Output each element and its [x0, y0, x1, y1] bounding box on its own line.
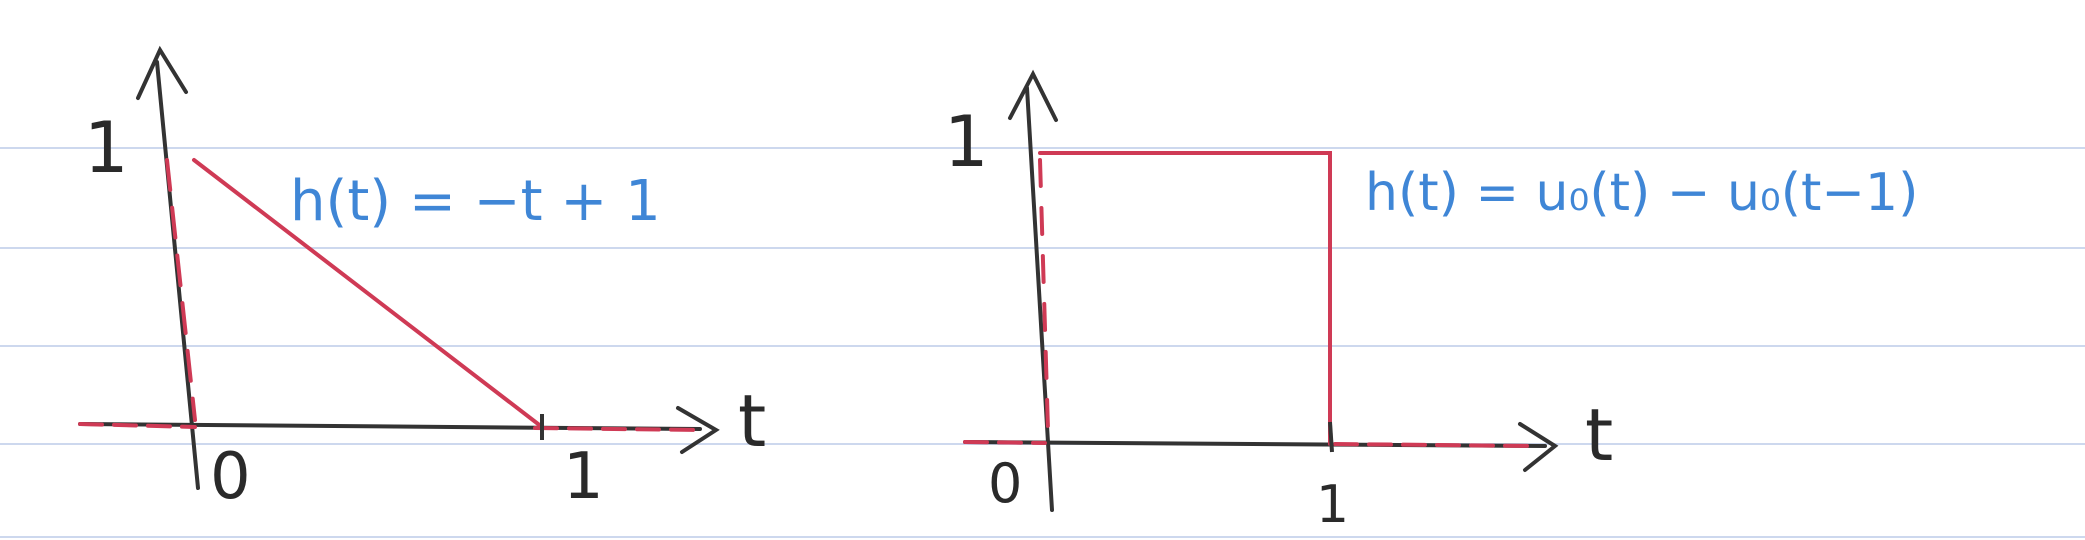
left-function-label: h(t) = −t + 1: [290, 169, 661, 234]
right-x-tick-label: 1: [1316, 475, 1349, 535]
left-x-axis-label: t: [738, 379, 766, 463]
right-origin-label: 0: [988, 452, 1022, 515]
left-y-tick-label: 1: [84, 107, 129, 189]
left-axes: [78, 45, 720, 490]
right-y-axis: [1025, 86, 1054, 512]
left-zero-dash-after: [533, 426, 702, 432]
right-diagram: 1 0 1 t h(t) = u₀(t) − u₀(t−1): [944, 69, 1918, 535]
right-zero-dash-after: [1333, 442, 1537, 448]
right-x-axis-arrow: [1518, 422, 1559, 472]
right-axes: [963, 69, 1559, 512]
left-diagram: 1 0 1 t h(t) = −t + 1: [78, 45, 766, 514]
right-function-line: [1038, 151, 1332, 446]
left-x-tick-label: 1: [563, 440, 604, 514]
right-function: [963, 151, 1537, 448]
left-x-axis-arrow: [676, 406, 720, 454]
left-function: [78, 158, 702, 432]
left-origin-label: 0: [210, 440, 251, 514]
right-zero-dash-before: [963, 440, 1047, 445]
right-x-axis-label: t: [1585, 393, 1613, 477]
left-y-axis-arrow: [136, 45, 188, 100]
left-function-line: [192, 158, 544, 429]
right-function-label: h(t) = u₀(t) − u₀(t−1): [1365, 163, 1918, 223]
right-x-tick: [1328, 421, 1334, 453]
left-jump-dash: [165, 158, 197, 422]
right-y-axis-arrow: [1008, 69, 1058, 122]
left-zero-dash-before: [78, 422, 197, 429]
right-y-tick-label: 1: [944, 101, 989, 183]
